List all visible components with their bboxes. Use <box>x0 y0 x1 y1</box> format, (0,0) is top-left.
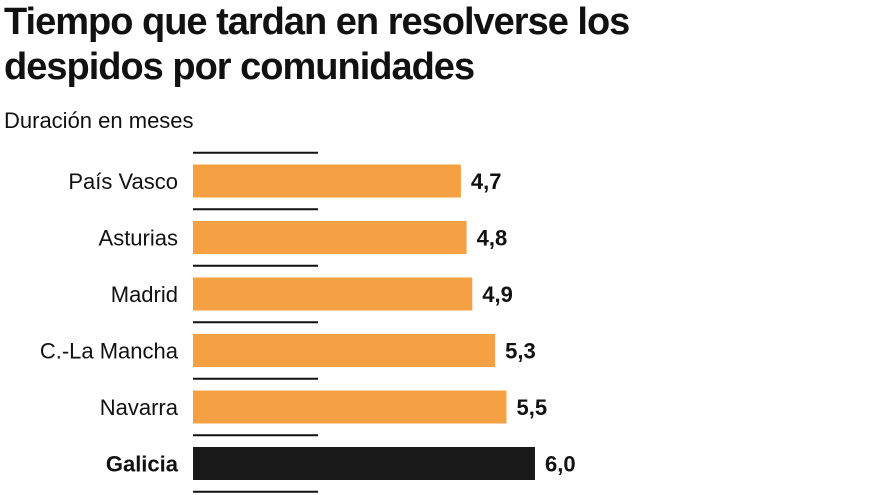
category-label: Navarra <box>100 395 179 420</box>
value-label: 6,0 <box>545 452 576 477</box>
value-label: 4,7 <box>471 169 502 194</box>
category-label: País Vasco <box>68 169 178 194</box>
value-label: 5,5 <box>517 395 548 420</box>
value-label: 5,3 <box>505 339 536 364</box>
bar <box>193 390 507 424</box>
category-label: Madrid <box>111 282 178 307</box>
value-label: 4,8 <box>477 226 508 251</box>
bar <box>193 164 461 198</box>
bar <box>193 447 535 480</box>
bar <box>193 277 473 311</box>
bar <box>193 221 467 254</box>
category-label: Asturias <box>99 226 178 251</box>
chart-subtitle: Duración en meses <box>4 108 194 133</box>
category-label: C.-La Mancha <box>40 339 179 364</box>
value-label: 4,9 <box>482 282 513 307</box>
category-label: Galicia <box>106 452 179 477</box>
bar <box>193 334 496 367</box>
chart-title: Tiempo que tardan en resolverse los desp… <box>4 1 630 88</box>
